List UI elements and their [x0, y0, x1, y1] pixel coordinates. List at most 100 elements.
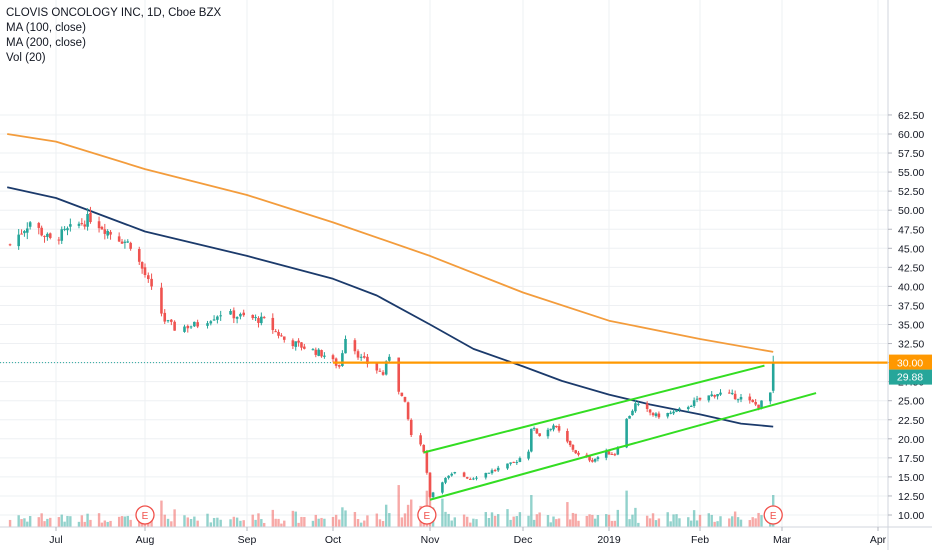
volume-bar — [760, 515, 763, 527]
volume-bar — [453, 517, 456, 527]
ma200-line — [7, 133, 774, 353]
volume-bar — [166, 518, 170, 527]
volume-bar — [628, 519, 631, 527]
volume-bar — [274, 518, 277, 527]
candle-body — [651, 413, 655, 416]
channel-lower-line — [429, 392, 817, 501]
volume-bar — [669, 521, 672, 527]
candle-body — [425, 451, 429, 473]
x-tick-label: Oct — [325, 534, 341, 546]
volume-bar — [651, 513, 655, 527]
earnings-marker-icon — [763, 505, 783, 525]
ma100-line — [7, 186, 774, 428]
volume-bar — [672, 514, 675, 527]
candle-body — [260, 316, 263, 324]
volume-bar — [654, 520, 658, 527]
candle-body — [23, 231, 26, 234]
y-tick-label: 55.00 — [898, 167, 924, 179]
candle-body — [297, 340, 300, 343]
candle-body — [143, 267, 147, 275]
level-price-tag-label: 30.00 — [897, 358, 923, 370]
y-tick-label: 17.50 — [898, 453, 924, 465]
candle-body — [46, 233, 49, 237]
candle-body — [496, 467, 500, 471]
volume-bar — [512, 516, 515, 527]
candle-body — [475, 477, 478, 479]
candle-body — [359, 356, 363, 358]
candle-body — [588, 456, 591, 461]
candles — [8, 206, 775, 499]
candle-body — [634, 403, 637, 412]
volume-bar — [657, 518, 661, 527]
candle-body — [109, 231, 112, 235]
volume-bar — [311, 520, 315, 527]
candle-body — [186, 325, 190, 329]
candle-body — [163, 312, 167, 322]
volume-bar — [183, 515, 186, 527]
volume-bar — [444, 511, 447, 527]
volume-bar — [271, 509, 274, 527]
candle-body — [77, 223, 81, 226]
candle-body — [469, 478, 472, 480]
candle-body — [577, 452, 580, 455]
volume-bar — [46, 518, 49, 527]
candle-body — [409, 419, 413, 436]
level-price-tag — [889, 354, 932, 370]
volume-bar — [754, 518, 757, 527]
candle-body — [689, 405, 693, 407]
candle-body — [444, 477, 447, 483]
volume-bar — [733, 511, 737, 527]
volume-bars — [8, 475, 775, 527]
volume-bar — [532, 519, 536, 527]
candle-body — [400, 392, 404, 396]
volume-bar — [37, 517, 40, 527]
candle-body — [274, 331, 277, 333]
candle-body — [40, 227, 43, 236]
candle-body — [757, 404, 760, 409]
candle-body — [129, 242, 132, 249]
candle-body — [160, 287, 163, 314]
candle-body — [397, 357, 401, 392]
volume-bar — [406, 504, 410, 527]
candle-body — [353, 340, 357, 352]
volume-bar — [728, 518, 731, 527]
candle-body — [727, 392, 731, 394]
volume-bar — [610, 520, 614, 527]
x-tick-label: Nov — [421, 534, 440, 546]
y-tick-label: 47.50 — [898, 224, 924, 236]
volume-bar — [69, 516, 72, 527]
candle-body — [453, 472, 457, 474]
candle-body — [631, 410, 634, 416]
volume-bar — [736, 517, 740, 527]
candle-body — [730, 392, 734, 394]
volume-bar — [751, 517, 754, 527]
volume-bar — [117, 516, 121, 527]
volume-bar — [239, 520, 242, 527]
volume-bar — [518, 512, 522, 527]
candle-body — [257, 318, 260, 323]
candle-body — [593, 458, 597, 462]
volume-bar — [493, 515, 497, 527]
candle-body — [271, 317, 275, 331]
volume-bar — [506, 509, 509, 527]
y-tick-label: 57.50 — [898, 148, 924, 160]
candle-body — [300, 342, 303, 348]
volume-bar — [60, 514, 63, 527]
candle-body — [28, 222, 32, 227]
volume-bar — [731, 516, 734, 527]
y-tick-label: 12.50 — [898, 491, 924, 503]
volume-bar — [648, 518, 652, 527]
candle-body — [60, 229, 64, 241]
candle-body — [137, 249, 141, 262]
volume-bar — [698, 514, 702, 527]
x-tick-label: 2019 — [597, 534, 621, 546]
candle-body — [311, 349, 315, 351]
volume-bar — [616, 509, 620, 527]
candle-body — [356, 351, 360, 358]
candle-body — [490, 470, 494, 474]
candle-body — [106, 230, 109, 236]
volume-bar — [447, 513, 450, 527]
